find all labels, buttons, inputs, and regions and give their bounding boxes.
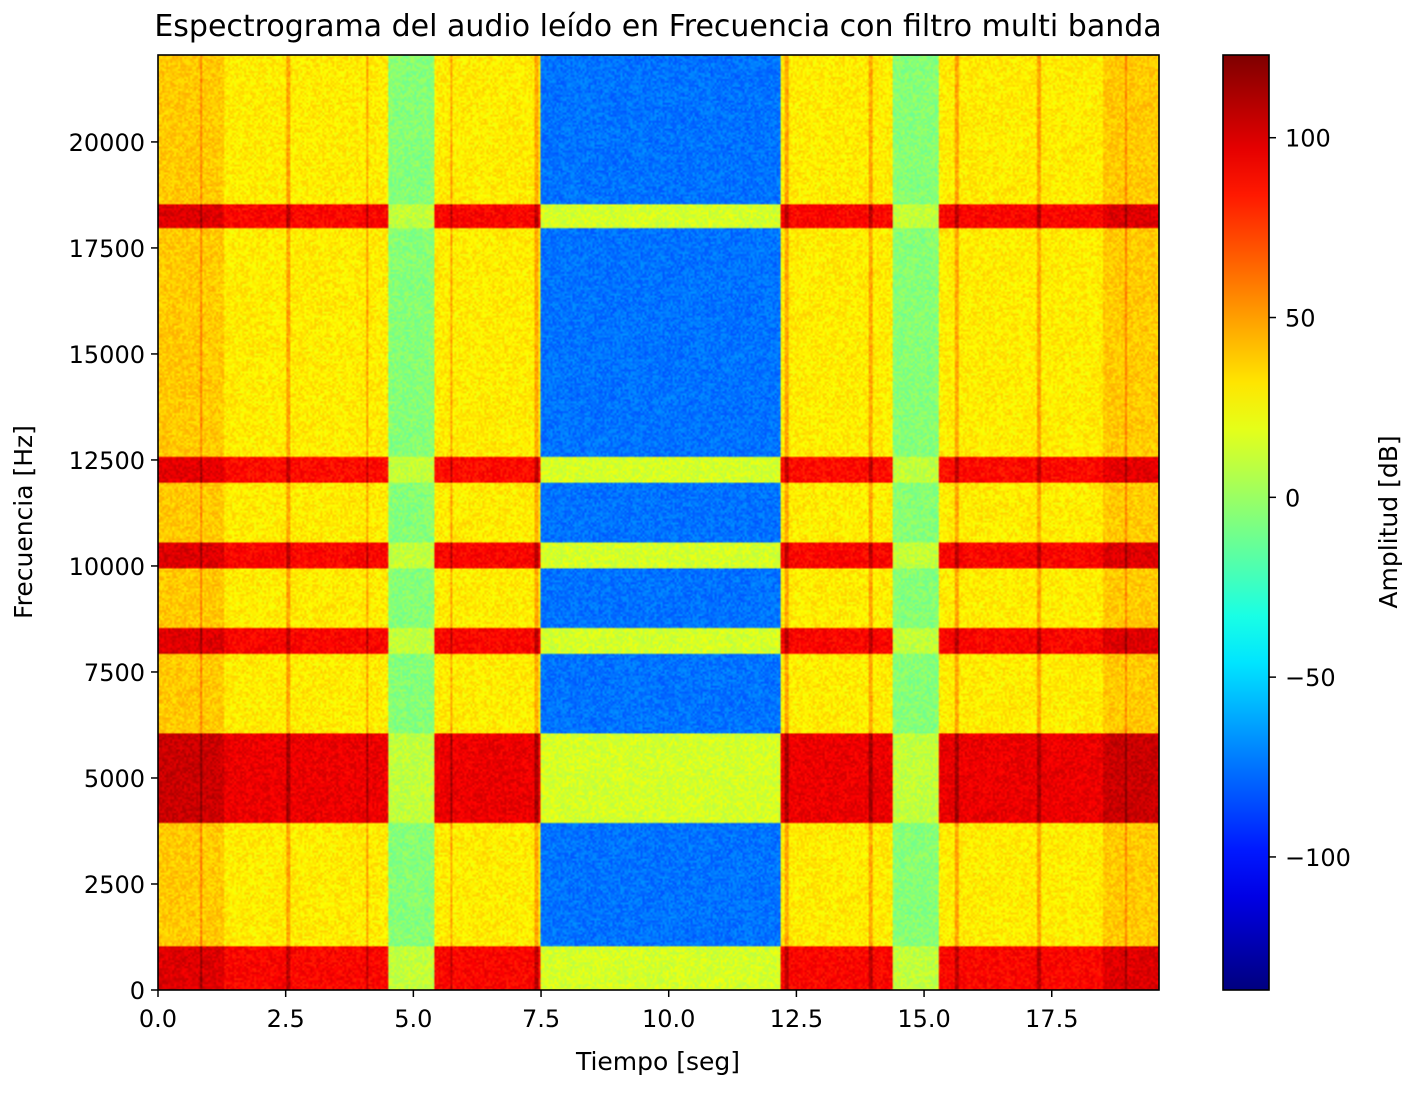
- spectrogram-heatmap: [158, 55, 1159, 990]
- x-tick-label: 2.5: [267, 1005, 305, 1033]
- y-tick-label: 15000: [69, 341, 145, 369]
- chart-title: Espectrograma del audio leído en Frecuen…: [154, 9, 1161, 44]
- y-tick-label: 20000: [69, 129, 145, 157]
- colorbar-label: Amplitud [dB]: [1374, 435, 1403, 608]
- colorbar: −100 −50 0 50 100 Amplitud [dB]: [1222, 54, 1403, 991]
- colorbar-tick-label: −100: [1285, 844, 1351, 872]
- x-tick-label: 12.5: [770, 1005, 823, 1033]
- colorbar-tick-label: 0: [1285, 484, 1300, 512]
- x-tick-label: 0.0: [139, 1005, 177, 1033]
- colorbar-frame: [1222, 54, 1270, 991]
- y-tick-label: 0: [130, 977, 145, 1005]
- y-tick-label: 7500: [84, 659, 145, 687]
- y-tick-label: 2500: [84, 871, 145, 899]
- y-tick-label: 12500: [69, 447, 145, 475]
- x-axis-label: Tiempo [seg]: [575, 1047, 740, 1076]
- y-tick-label: 10000: [69, 553, 145, 581]
- x-tick-label: 10.0: [642, 1005, 695, 1033]
- y-axis-label: Frecuencia [Hz]: [9, 425, 38, 619]
- x-tick-label: 7.5: [522, 1005, 560, 1033]
- plot-frame: [157, 54, 1160, 991]
- x-tick-label: 17.5: [1025, 1005, 1078, 1033]
- colorbar-ticks: −100 −50 0 50 100: [1269, 125, 1351, 872]
- x-tick-label: 5.0: [394, 1005, 432, 1033]
- colorbar-gradient: [1223, 55, 1269, 990]
- colorbar-tick-label: −50: [1285, 664, 1336, 692]
- y-tick-label: 5000: [84, 765, 145, 793]
- x-tick-label: 15.0: [897, 1005, 950, 1033]
- colorbar-tick-label: 100: [1285, 125, 1331, 153]
- y-axis-ticks: 0 2500 5000 7500 10000 12500 15000 17500 20000: [69, 129, 158, 1005]
- y-tick-label: 17500: [69, 235, 145, 263]
- colorbar-tick-label: 50: [1285, 305, 1316, 333]
- x-axis-ticks: 0.0 2.5 5.0 7.5 10.0 12.5 15.0 17.5: [139, 990, 1078, 1033]
